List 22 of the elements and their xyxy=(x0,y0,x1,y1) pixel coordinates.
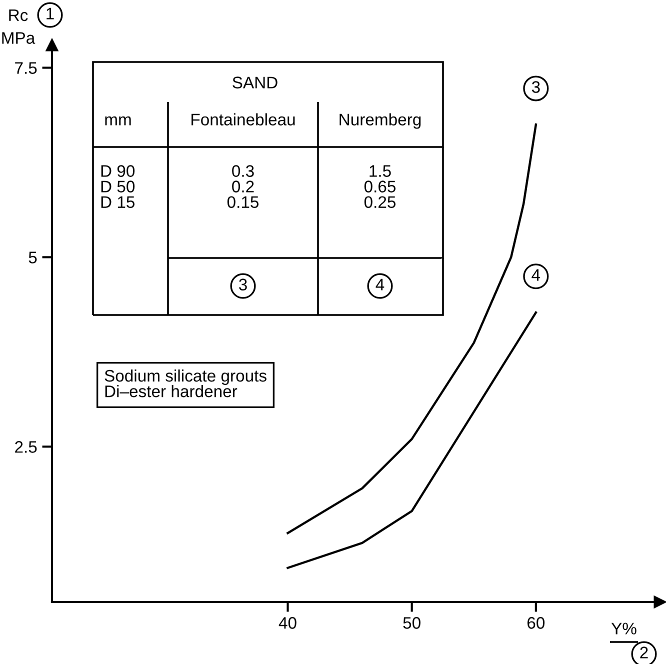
y-tick-label: 5 xyxy=(28,252,37,264)
annotation: 3 xyxy=(239,278,247,290)
x-tick-label: 60 xyxy=(527,617,545,629)
x-axis-title: Y% xyxy=(611,622,636,634)
annotation: 0.3 0.2 0.15 xyxy=(227,165,259,208)
annotation: Sodium silicate grouts Di–ester hardener xyxy=(104,369,266,398)
annotation: Nuremberg xyxy=(340,113,421,129)
annotation: D 90 D 50 D 15 xyxy=(101,165,135,208)
series-label: 3 xyxy=(532,81,540,93)
text: 1 xyxy=(46,8,54,20)
text: 2 xyxy=(640,646,648,658)
annotation: Fontainebleau xyxy=(192,113,295,126)
annotation: SAND xyxy=(232,76,278,88)
series-label: 4 xyxy=(532,269,540,281)
y-tick-label: 2.5 xyxy=(15,441,37,453)
annotation: 4 xyxy=(376,278,384,290)
annotation: mm xyxy=(105,116,131,126)
y-axis-title: Rc MPa xyxy=(2,9,36,44)
y-tick-label: 7.5 xyxy=(15,62,37,74)
annotation: 1.5 0.65 0.25 xyxy=(364,165,396,208)
x-tick-label: 50 xyxy=(403,617,420,629)
x-tick-label: 40 xyxy=(278,617,296,629)
